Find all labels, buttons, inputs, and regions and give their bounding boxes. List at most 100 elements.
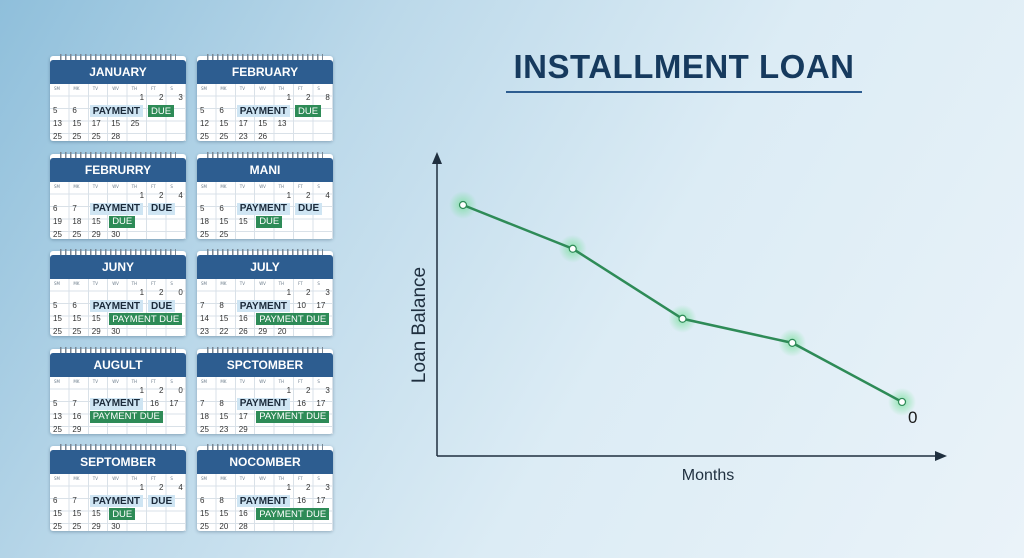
day-number: 25	[72, 522, 82, 531]
due-tag: DUE	[148, 202, 176, 215]
calendar-spctomber: SPCTOMBER SM MK TV WV TH FT S 1 2 3 7 8 16 17 18 15 17 25 2…	[197, 346, 333, 434]
day-number: 5	[53, 106, 58, 115]
calendar-days: SM MK TV WV TH FT S 1 2 0 5 7 16 17 13 16 25 29 PAYMENT PAY…	[50, 376, 186, 434]
day-number: 1	[139, 483, 145, 492]
calendar-juny: JUNY SM MK TV WV TH FT S 1 2 0 5 6 15 15 15 25 25 29 30 PAYM…	[50, 249, 186, 336]
day-number: 6	[72, 106, 77, 115]
day-number: 5	[53, 398, 58, 408]
day-number: 30	[111, 229, 121, 239]
day-number: 13	[53, 411, 62, 421]
day-number: 25	[91, 132, 101, 141]
day-number: 15	[91, 216, 101, 226]
calendar-septomber: SEPTOMBER SM MK TV WV TH FT S 1 2 4 6 7 15 15 15 25 25 29 3…	[50, 444, 186, 531]
weekday-label: SM	[54, 86, 60, 91]
day-number: 1	[139, 190, 145, 200]
due-tag: PAYMENT DUE	[256, 508, 330, 520]
data-point	[568, 244, 577, 253]
day-number: 23	[219, 424, 229, 434]
day-number: 15	[219, 509, 229, 518]
day-number: 8	[219, 398, 224, 408]
weekday-label: FT	[151, 86, 156, 91]
due-tag: DUE	[109, 508, 136, 520]
calendar-days: SM MK TV WV TH FT S 1 2 3 7 8 10 17 14 15 16 23 22 26 29 20 PA…	[197, 279, 333, 336]
weekday-label: MK	[73, 281, 80, 286]
weekday-label: MK	[73, 476, 80, 481]
weekday-label: S	[170, 86, 173, 91]
day-number: 15	[53, 509, 62, 518]
weekday-label: FT	[151, 281, 156, 286]
payment-tag: PAYMENT	[89, 202, 144, 215]
day-number: 12	[200, 119, 209, 128]
day-number: 25	[200, 522, 209, 531]
day-number: 6	[200, 496, 205, 505]
calendar-month-title: JULY	[197, 255, 333, 279]
weekday-label: TV	[92, 281, 98, 286]
day-number: 1	[286, 190, 292, 200]
day-number: 29	[91, 229, 101, 239]
day-number: 17	[316, 398, 326, 408]
day-number: 15	[200, 509, 209, 518]
weekday-label: SM	[54, 476, 60, 481]
due-tag: DUE	[295, 202, 323, 215]
day-number: 13	[277, 119, 287, 128]
due-tag: DUE	[148, 300, 176, 312]
data-point	[458, 200, 468, 210]
data-label: 0	[908, 408, 917, 427]
day-number: 25	[53, 424, 62, 434]
weekday-label: TV	[92, 378, 98, 384]
calendar-rings	[60, 249, 176, 257]
calendar-month-title: FEBRURRY	[50, 157, 186, 182]
weekday-label: TV	[239, 86, 245, 91]
day-number: 22	[219, 327, 229, 336]
weekday-label: WV	[112, 378, 119, 384]
calendar-days: SM MK TV WV TH FT S 1 2 3 5 6 13 15 17 15 25 25 25 25 28 PAYM…	[50, 84, 186, 141]
day-number: 1	[286, 385, 292, 395]
day-number: 1	[139, 385, 145, 395]
weekday-label: TH	[278, 281, 285, 286]
day-number: 16	[238, 509, 248, 518]
weekday-label: SM	[54, 378, 60, 384]
day-number: 15	[219, 119, 229, 128]
weekday-label: WV	[259, 378, 266, 384]
day-number: 6	[219, 106, 224, 115]
day-number: 2	[159, 93, 164, 102]
day-number: 2	[306, 483, 311, 492]
day-number: 16	[238, 314, 248, 323]
day-number: 25	[219, 132, 229, 141]
day-number: 7	[200, 301, 205, 310]
weekday-label: S	[317, 86, 320, 91]
day-number: 7	[72, 398, 77, 408]
calendar-augult: AUGULT SM MK TV WV TH FT S 1 2 0 5 7 16 17 13 16 25 29 PAYM…	[50, 346, 186, 434]
day-number: 7	[72, 496, 77, 505]
day-number: 5	[53, 301, 58, 310]
weekday-label: TH	[278, 183, 285, 189]
day-number: 15	[72, 119, 82, 128]
weekday-label: TH	[131, 476, 138, 481]
calendar-month-title: SPCTOMBER	[197, 352, 333, 377]
day-number: 18	[200, 216, 209, 226]
x-axis-label: Months	[682, 467, 734, 484]
weekday-label: TV	[239, 476, 245, 481]
calendar-days: SM MK TV WV TH FT S 1 2 4 5 6 18 15 15 25 25 PAYMENT DUE DU…	[197, 181, 333, 239]
weekday-label: SM	[201, 86, 207, 91]
x-axis-arrow	[935, 451, 947, 461]
series-line	[462, 203, 903, 404]
day-number: 4	[178, 190, 183, 200]
day-number: 2	[306, 288, 311, 297]
weekday-label: WV	[259, 281, 266, 286]
weekday-label: FT	[298, 86, 303, 91]
payment-tag: PAYMENT	[236, 105, 291, 117]
weekday-label: SM	[54, 183, 60, 189]
day-number: 15	[219, 411, 229, 421]
weekday-label: TV	[92, 183, 98, 189]
day-number: 28	[111, 132, 121, 141]
due-tag: PAYMENT DUE	[256, 410, 330, 423]
weekday-label: MK	[73, 378, 80, 384]
chart-axes	[432, 152, 947, 461]
day-number: 2	[159, 483, 164, 492]
weekday-label: S	[170, 183, 173, 189]
payment-tag: PAYMENT	[236, 202, 291, 215]
day-number: 15	[91, 509, 101, 518]
calendar-days: SM MK TV WV TH FT S 1 2 3 7 8 16 17 18 15 17 25 23 29 PAYMEN…	[197, 376, 333, 434]
